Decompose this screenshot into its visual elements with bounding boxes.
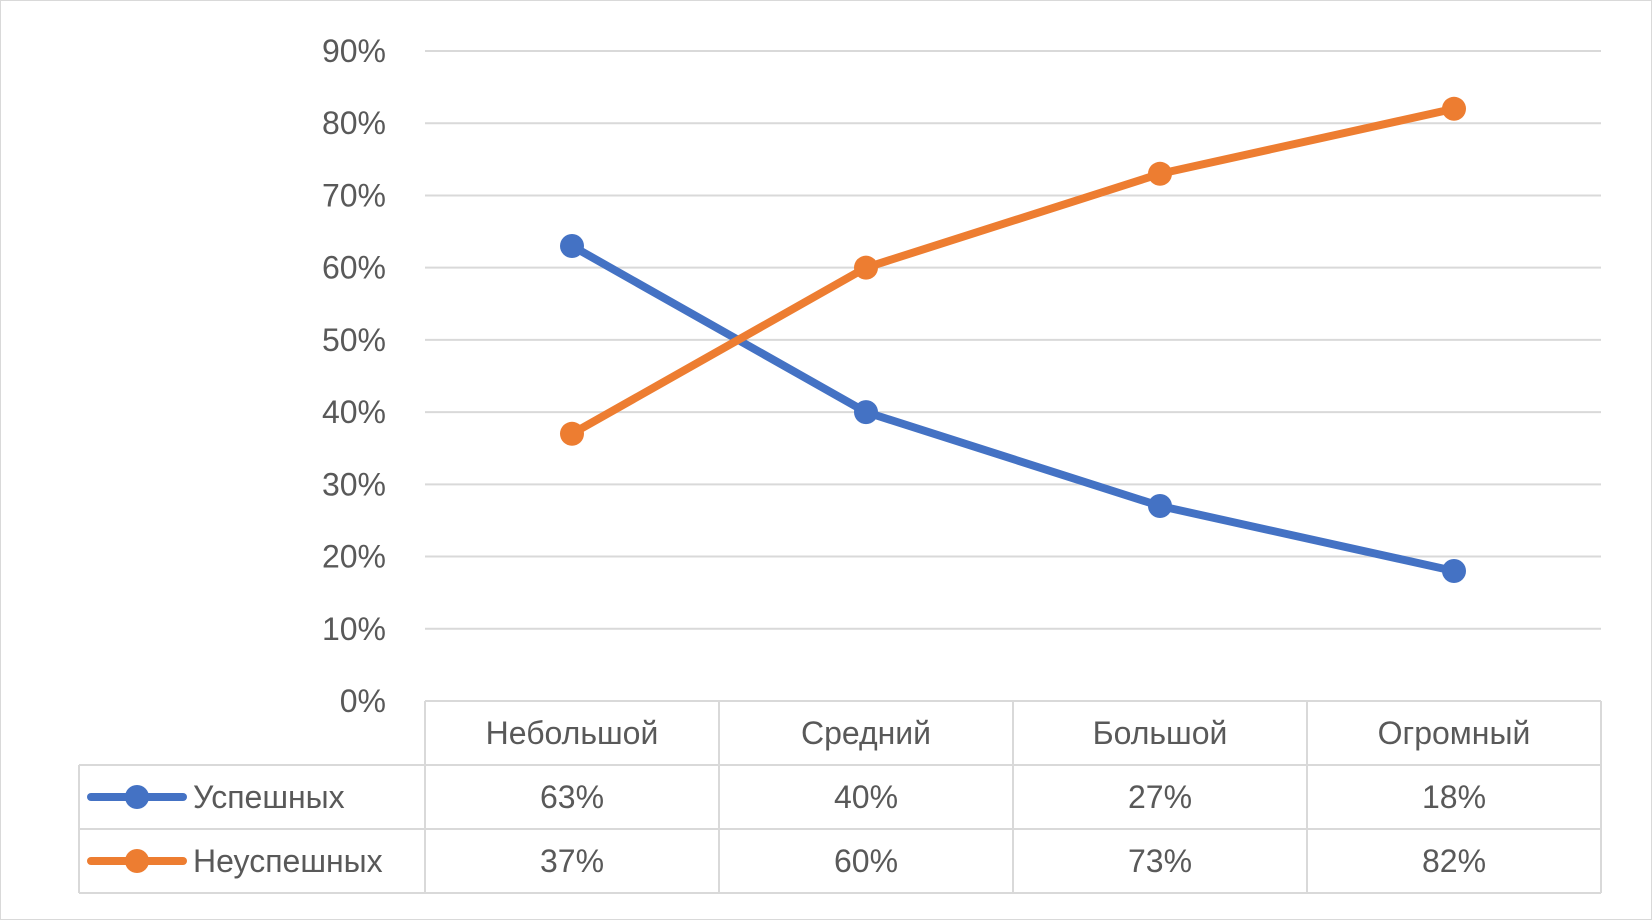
category-label: Огромный (1378, 715, 1531, 751)
data-point (1442, 96, 1466, 121)
category-label: Большой (1093, 715, 1228, 751)
table-cell-value: 63% (540, 779, 604, 815)
legend-entry: Неуспешных (87, 843, 383, 879)
y-tick-label: 10% (322, 611, 386, 647)
table-cell-value: 18% (1422, 779, 1486, 815)
legend-marker-key (125, 785, 149, 809)
y-tick-label: 60% (322, 250, 386, 286)
series-line (568, 104, 1458, 438)
y-tick-label: 0% (340, 683, 386, 719)
table-cell-value: 73% (1128, 843, 1192, 879)
y-tick-label: 50% (322, 322, 386, 358)
y-axis-tick-labels: 0% 10% 20% 30% 40% 50% 60% 70% 80% 90% (322, 33, 386, 719)
gridlines (425, 50, 1601, 630)
data-point (560, 234, 584, 258)
y-tick-label: 80% (322, 105, 386, 141)
data-point (1442, 559, 1466, 583)
table-cell-value: 37% (540, 843, 604, 879)
legend-label: Успешных (193, 779, 345, 815)
y-tick-label: 30% (322, 466, 386, 502)
table-cell-value: 82% (1422, 843, 1486, 879)
data-point (1148, 161, 1172, 186)
category-label: Средний (801, 715, 931, 751)
table-cell-value: 40% (834, 779, 898, 815)
data-point (1148, 494, 1172, 518)
data-table: Небольшой Средний Большой Огромный Успешных 6… (78, 700, 1602, 894)
y-tick-label: 70% (322, 177, 386, 213)
y-tick-label: 20% (322, 539, 386, 575)
legend-entry: Успешных (87, 779, 345, 815)
table-cell-value: 27% (1128, 779, 1192, 815)
data-point (854, 400, 878, 425)
y-tick-label: 40% (322, 394, 386, 430)
table-cell-value: 60% (834, 843, 898, 879)
y-tick-label: 90% (322, 33, 386, 69)
series-line (568, 242, 1458, 575)
legend-label: Неуспешных (193, 843, 383, 879)
legend-marker-key (125, 849, 149, 873)
series-lines (560, 96, 1466, 583)
data-point (560, 421, 584, 446)
category-label: Небольшой (486, 715, 659, 751)
data-point (854, 255, 878, 280)
